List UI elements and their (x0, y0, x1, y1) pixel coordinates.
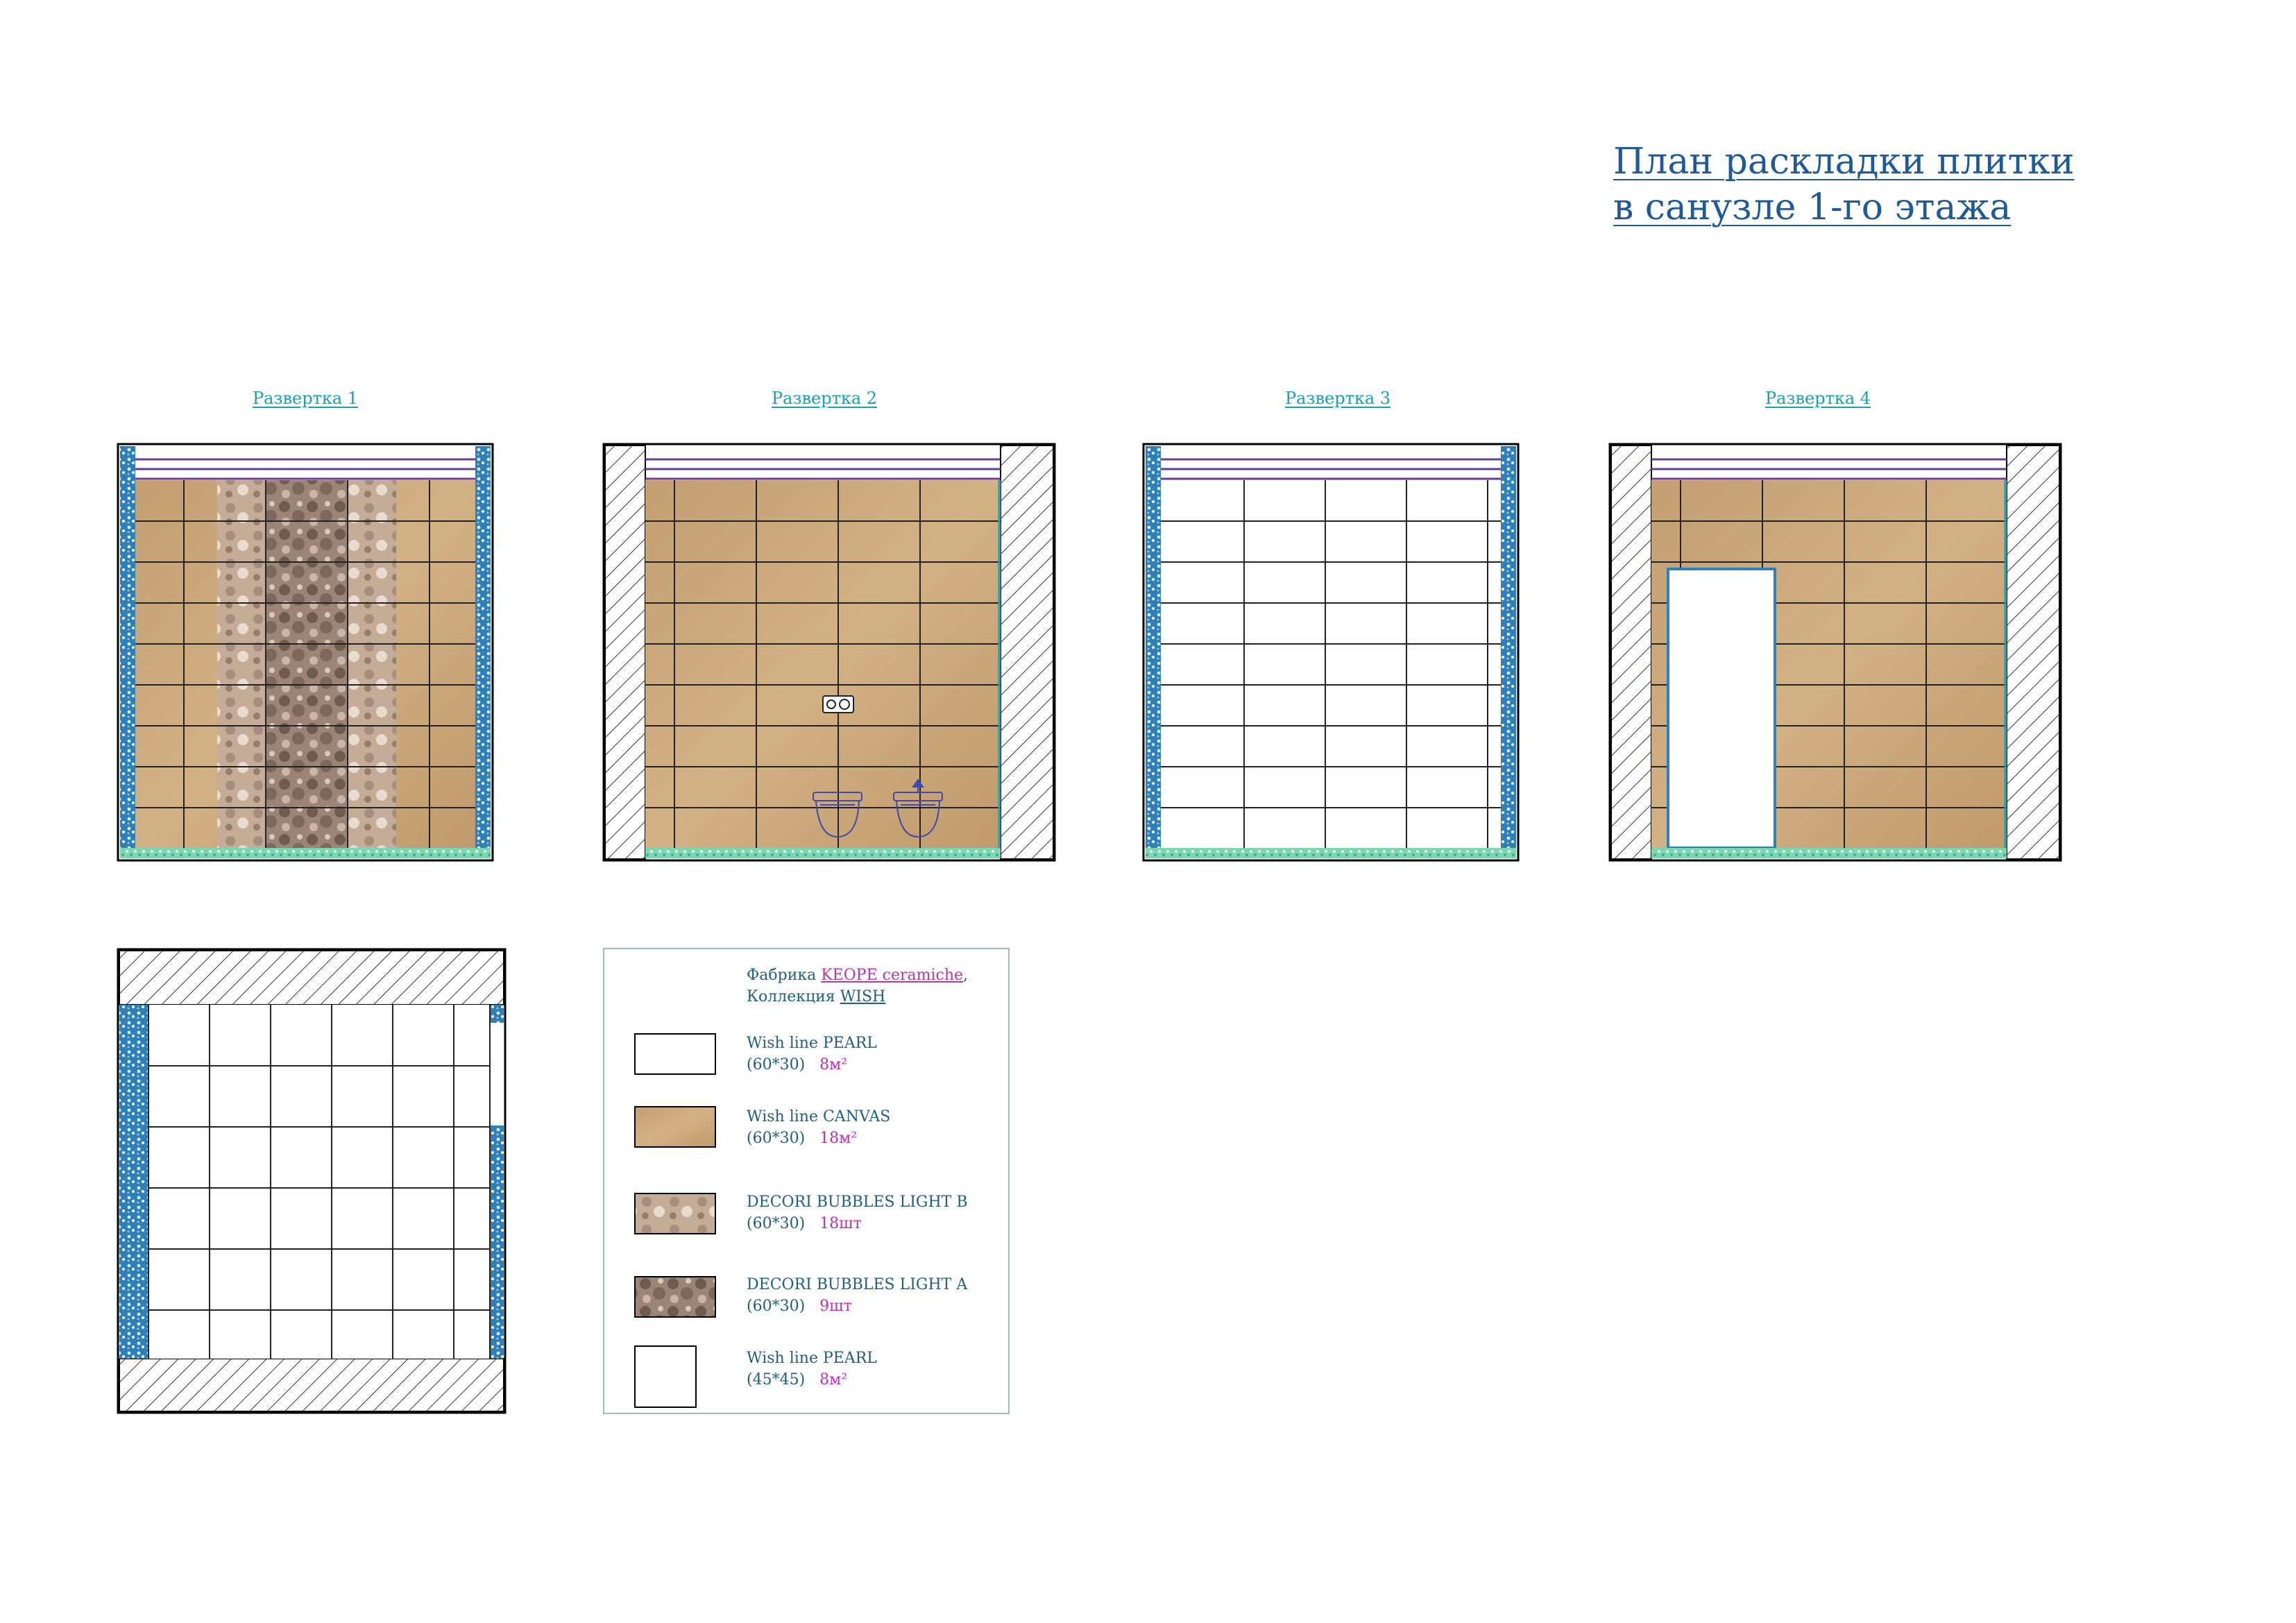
wall-section-left (1610, 445, 1652, 860)
legend-item-name: DECORI BUBBLES LIGHT B (747, 1193, 968, 1211)
factory-label: Фабрика (747, 967, 817, 984)
elevation-3-label: Развертка 3 (1284, 389, 1391, 408)
swatch-pearl-45x45 (634, 1345, 697, 1408)
decor-b-column-left (217, 480, 266, 848)
elevation-2 (602, 443, 1056, 862)
floor-strip (1146, 848, 1516, 858)
floor-strip (120, 848, 491, 858)
elevation-3 (1142, 443, 1520, 862)
wall-hung-toilet-icon (813, 792, 862, 838)
elevation-4 (1608, 443, 2062, 862)
frieze-band (645, 458, 1001, 480)
floor-tile-grid (148, 1005, 491, 1359)
flush-button-icon (822, 695, 854, 713)
legend-item-name: Wish line CANVAS (747, 1108, 891, 1125)
wall-hung-bidet-icon (893, 779, 943, 838)
mosaic-strip-right-top (490, 1005, 504, 1023)
legend-item-size: (60*30) (747, 1215, 806, 1232)
legend-item-size: (60*30) (747, 1130, 806, 1147)
swatch-canvas-60x30 (634, 1106, 716, 1148)
factory-name: KEOPE ceramiche (821, 967, 964, 984)
canvas-field (645, 480, 1001, 848)
sheet-title-line-1: План раскладки плитки (1613, 141, 2075, 182)
tile-grid (135, 480, 475, 848)
legend-item-size: (45*45) (747, 1371, 806, 1388)
swatch-pearl-60x30 (634, 1033, 716, 1075)
wall-section-right (2006, 445, 2060, 860)
legend-item-qty: 8м² (819, 1371, 848, 1388)
legend-item-qty: 9шт (819, 1298, 852, 1315)
decor-b-column-right (348, 480, 396, 848)
legend-item: DECORI BUBBLES LIGHT A (60*30) 9шт (747, 1274, 967, 1317)
legend-item-name: Wish line PEARL (747, 1035, 877, 1052)
legend-box (603, 948, 1010, 1414)
floor-plan (117, 948, 507, 1414)
wall-section-left (604, 445, 646, 860)
legend-item: DECORI BUBBLES LIGHT B (60*30) 18шт (747, 1191, 967, 1234)
decor-a-column (266, 480, 348, 848)
swatch-decor-a (634, 1276, 716, 1318)
mosaic-strip-right (1501, 446, 1516, 850)
mosaic-strip-left (1146, 446, 1161, 850)
legend-header: Фабрика KEOPE ceramiche, Коллекция WISH (747, 965, 968, 1008)
legend-item-qty: 8м² (819, 1056, 848, 1073)
elevation-1 (117, 443, 494, 862)
legend-factory-line: Фабрика KEOPE ceramiche, (747, 965, 968, 986)
frieze-band (135, 458, 475, 480)
frieze-band (1651, 458, 2007, 480)
tile-grid (1161, 480, 1501, 848)
legend-item-size: (60*30) (747, 1056, 806, 1073)
legend-item: Wish line PEARL (60*30) 8м² (747, 1033, 877, 1076)
elevation-2-label: Развертка 2 (771, 389, 878, 408)
legend-item: Wish line CANVAS (60*30) 18м² (747, 1106, 890, 1149)
collection-label: Коллекция (747, 988, 835, 1005)
door-opening (1667, 568, 1776, 849)
legend-item-name: Wish line PEARL (747, 1350, 877, 1367)
pearl-floor-field (148, 1005, 490, 1359)
mosaic-strip-left (119, 1005, 148, 1359)
legend-item-size: (60*30) (747, 1298, 806, 1315)
swatch-decor-b (634, 1193, 716, 1234)
frieze-band (1161, 458, 1501, 480)
legend-item: Wish line PEARL (45*45) 8м² (747, 1348, 877, 1391)
elevation-4-label: Развертка 4 (1764, 389, 1871, 408)
floor-strip (1651, 848, 2007, 858)
collection-name: WISH (840, 988, 886, 1005)
legend-item-qty: 18м² (819, 1130, 858, 1147)
factory-suffix: , (963, 967, 969, 984)
wall-section-bottom (119, 1358, 504, 1412)
elevation-1-label: Развертка 1 (252, 389, 359, 408)
pearl-field (1161, 480, 1501, 848)
legend-collection-line: Коллекция WISH (747, 986, 968, 1008)
legend-item-qty: 18шт (819, 1215, 862, 1232)
mosaic-strip-left (120, 446, 135, 850)
wall-section-top (119, 950, 504, 1005)
floor-strip (645, 848, 1001, 858)
wall-section-right (1000, 445, 1054, 860)
sheet-title-line-2: в санузле 1-го этажа (1613, 187, 2012, 228)
mosaic-strip-right (490, 1125, 504, 1359)
sheet-title: План раскладки плитки в санузле 1-го эта… (1613, 139, 2075, 230)
mosaic-strip-right (475, 446, 491, 850)
legend-item-name: DECORI BUBBLES LIGHT A (747, 1276, 968, 1293)
